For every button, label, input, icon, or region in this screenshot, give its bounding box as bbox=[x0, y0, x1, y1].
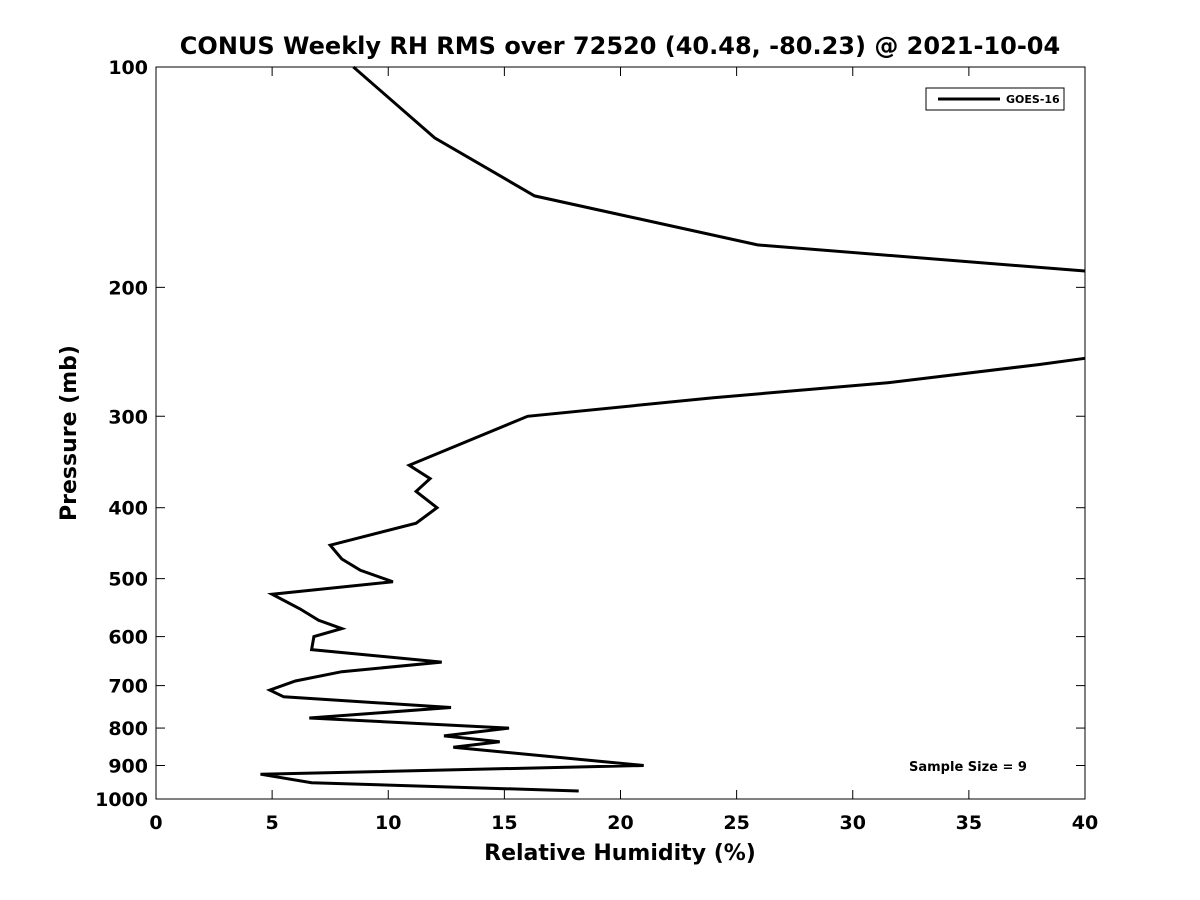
x-axis-ticks: 0 5 10 15 20 25 30 35 40 bbox=[149, 67, 1098, 834]
y-tick-label: 100 bbox=[108, 57, 148, 79]
y-axis-label: Pressure (mb) bbox=[57, 345, 82, 521]
chart-title: CONUS Weekly RH RMS over 72520 (40.48, -… bbox=[180, 32, 1060, 60]
y-tick-label: 400 bbox=[108, 498, 148, 520]
legend-label-goes-16: GOES-16 bbox=[1006, 93, 1060, 106]
x-tick-label: 30 bbox=[840, 812, 866, 834]
y-tick-label: 300 bbox=[108, 406, 148, 428]
y-tick-label: 600 bbox=[108, 627, 148, 649]
sample-size-annotation: Sample Size = 9 bbox=[909, 760, 1027, 775]
x-tick-label: 15 bbox=[491, 812, 517, 834]
plot-frame bbox=[155, 66, 1086, 800]
y-tick-label: 900 bbox=[108, 756, 148, 778]
x-tick-label: 10 bbox=[375, 812, 401, 834]
y-tick-label: 200 bbox=[108, 277, 148, 299]
x-tick-label: 20 bbox=[607, 812, 633, 834]
series-line-goes-16 bbox=[260, 65, 1086, 793]
y-tick-label: 1000 bbox=[95, 789, 148, 811]
y-axis-ticks: 100 200 300 400 500 600 700 800 900 1000 bbox=[95, 57, 1085, 811]
x-tick-label: 0 bbox=[149, 812, 162, 834]
plot-area: 0 5 10 15 20 25 30 35 40 100 200 300 400 500 600 700 80… bbox=[95, 57, 1098, 834]
x-axis-label: Relative Humidity (%) bbox=[484, 841, 756, 866]
x-tick-label: 25 bbox=[723, 812, 749, 834]
x-tick-label: 40 bbox=[1072, 812, 1098, 834]
legend: GOES-16 bbox=[925, 87, 1065, 111]
y-tick-label: 800 bbox=[108, 718, 148, 740]
y-tick-label: 500 bbox=[108, 569, 148, 591]
x-tick-label: 5 bbox=[266, 812, 279, 834]
x-tick-label: 35 bbox=[956, 812, 982, 834]
y-tick-label: 700 bbox=[108, 676, 148, 698]
